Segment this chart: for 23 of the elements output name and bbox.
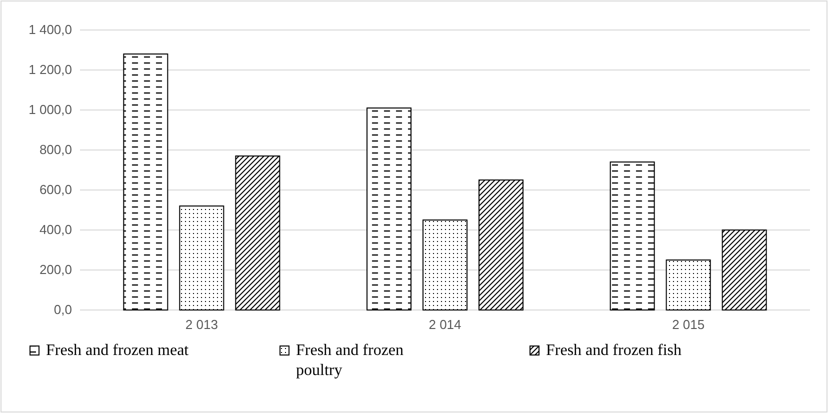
bar [123,54,168,310]
bar [610,162,655,310]
bar [422,220,468,310]
y-tick-label: 800,0 [39,142,72,158]
y-tick-label: 400,0 [39,222,72,238]
y-tick-label: 200,0 [39,262,72,278]
y-tick-label: 0,0 [54,302,72,318]
x-tick-label: 2 013 [185,317,218,332]
y-tick-label: 1 200,0 [28,62,72,78]
x-tick-label: 2 015 [672,317,705,332]
bar [666,260,711,310]
bar [366,108,412,310]
y-tick-label: 1 400,0 [28,22,72,38]
y-tick-label: 600,0 [39,182,72,198]
legend-label: Fresh and frozen meat [46,342,190,359]
x-tick-label: 2 014 [428,317,462,332]
legend-label: Fresh and frozen poultry [296,342,404,379]
bar [722,230,767,310]
bar [179,206,224,310]
y-tick-label: 1 000,0 [28,102,72,118]
bar [478,180,524,310]
legend-label: Fresh and frozen fish [546,342,682,359]
bar [235,156,280,310]
